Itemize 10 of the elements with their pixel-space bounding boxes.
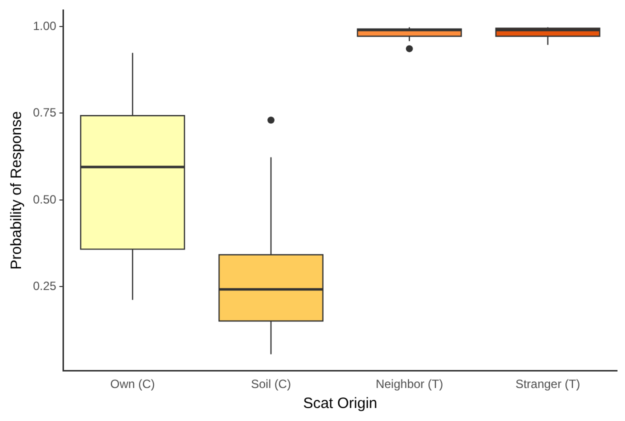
y-tick-label: 0.75 (32, 106, 57, 120)
x-tick-label: Stranger (T) (515, 377, 580, 392)
y-tick-label: 0.25 (32, 278, 57, 293)
y-axis-title: Probability of Response (8, 111, 26, 270)
y-tick-label: 0.50 (32, 192, 57, 206)
x-tick-label: Own (C) (110, 377, 155, 392)
x-tick-label: Soil (C) (250, 377, 291, 392)
x-tick-label: Neighbor (T) (376, 377, 444, 392)
y-tick-label: 1.00 (32, 18, 57, 33)
x-axis-title: Scat Origin (303, 395, 378, 412)
